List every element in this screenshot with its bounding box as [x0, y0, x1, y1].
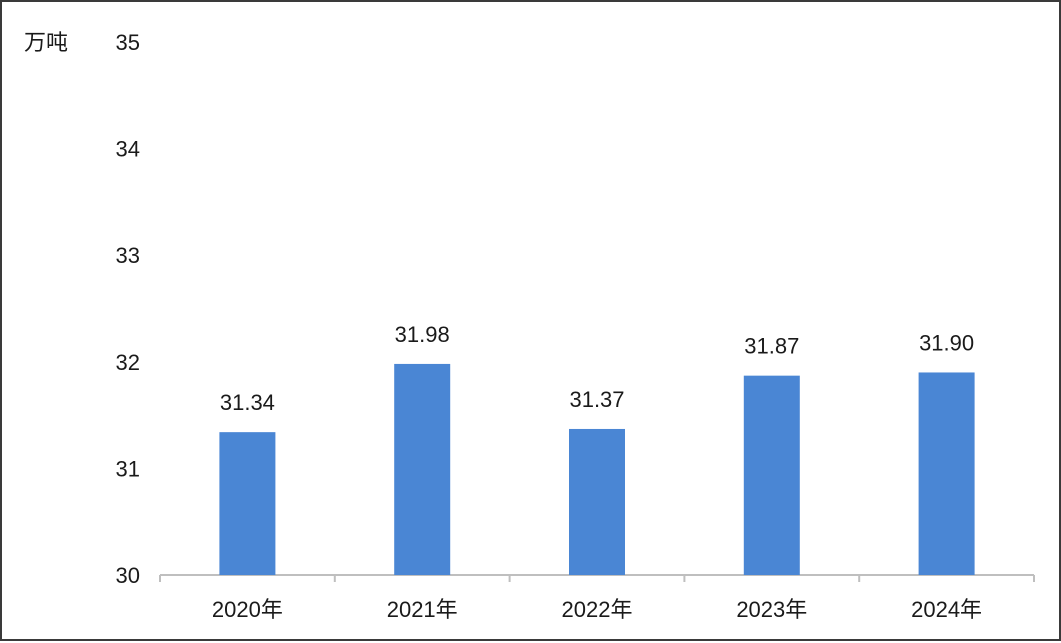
x-axis-labels: 2020年 2021年 2022年 2023年 2024年	[212, 597, 982, 622]
data-label: 31.98	[395, 322, 450, 347]
bar	[394, 363, 451, 575]
y-tick-label: 34	[116, 137, 140, 162]
y-tick-label: 32	[116, 350, 140, 375]
data-label: 31.37	[569, 387, 624, 412]
y-tick-label: 33	[116, 243, 140, 268]
y-tick-label: 35	[116, 30, 140, 55]
y-axis-ticks: 30 31 32 33 34 35	[116, 30, 140, 588]
x-tick-label: 2023年	[736, 597, 807, 622]
x-tick-label: 2020年	[212, 597, 283, 622]
bar	[743, 375, 800, 575]
data-label: 31.90	[919, 330, 974, 355]
bar	[219, 432, 276, 575]
y-axis-unit-label: 万吨	[24, 30, 68, 55]
data-labels: 31.34 31.98 31.37 31.87 31.90	[220, 322, 974, 415]
bar	[918, 372, 975, 575]
x-tick-label: 2024年	[911, 597, 982, 622]
x-tick-label: 2022年	[562, 597, 633, 622]
bar	[569, 428, 625, 575]
data-label: 31.34	[220, 390, 275, 415]
x-tick-label: 2021年	[387, 597, 458, 622]
bars	[219, 363, 975, 575]
data-label: 31.87	[744, 334, 799, 359]
x-axis	[159, 574, 1035, 582]
y-tick-label: 31	[116, 456, 140, 481]
y-tick-label: 30	[116, 563, 140, 588]
